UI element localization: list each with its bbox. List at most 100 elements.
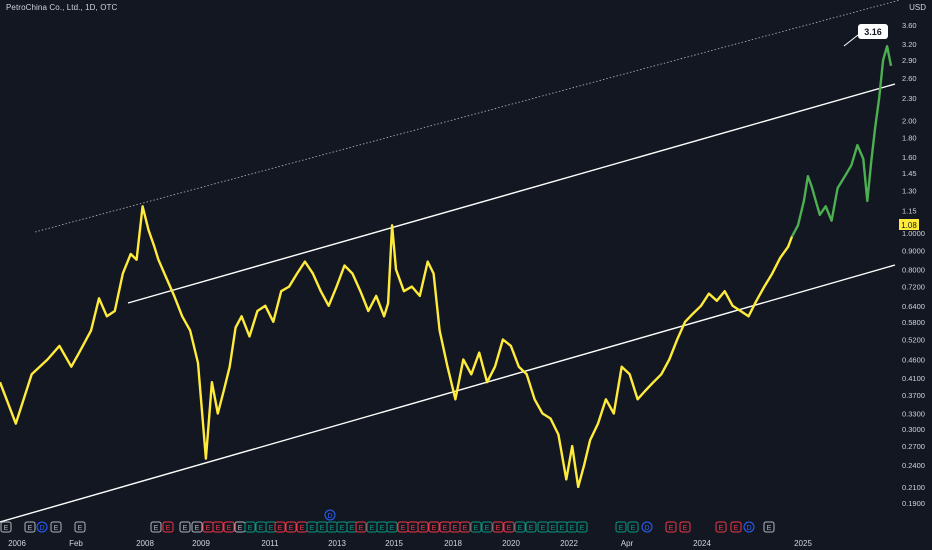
svg-text:E: E: [767, 525, 772, 532]
earnings-marker[interactable]: E: [162, 521, 174, 533]
svg-text:E: E: [154, 525, 159, 532]
earnings-marker[interactable]: E: [417, 521, 429, 533]
time-scale[interactable]: 2006 Feb 2008 2009 2011 2013 2015 2018 2020 2022 A…: [8, 539, 812, 548]
trend-channel[interactable]: [0, 0, 901, 523]
earnings-marker[interactable]: E: [376, 521, 388, 533]
price-tick-label: 1.30: [902, 187, 917, 196]
earnings-marker[interactable]: E: [503, 521, 515, 533]
earnings-marker[interactable]: E: [514, 521, 526, 533]
earnings-marker[interactable]: E: [428, 521, 440, 533]
channel-upper-dotted-line[interactable]: [34, 0, 901, 233]
svg-text:E: E: [4, 525, 9, 532]
svg-text:E: E: [390, 525, 395, 532]
dividend-marker[interactable]: D: [36, 521, 48, 533]
svg-text:E: E: [370, 525, 375, 532]
earnings-marker[interactable]: E: [0, 521, 12, 533]
earnings-marker[interactable]: E: [481, 521, 493, 533]
earnings-marker[interactable]: E: [492, 521, 504, 533]
earnings-marker[interactable]: E: [627, 521, 639, 533]
svg-text:E: E: [541, 525, 546, 532]
earnings-marker[interactable]: E: [255, 521, 267, 533]
svg-text:E: E: [206, 525, 211, 532]
series-line-0[interactable]: [0, 205, 794, 489]
last-price-callout: 3.16: [843, 24, 888, 47]
svg-text:E: E: [350, 525, 355, 532]
earnings-marker[interactable]: E: [576, 521, 588, 533]
price-scale[interactable]: 3.60 3.20 2.90 2.60 2.30 2.00 1.80 1.60 1.45 1.30…: [902, 21, 925, 508]
current-price-badge: 1.08: [899, 219, 919, 230]
earnings-marker[interactable]: E: [386, 521, 398, 533]
svg-text:E: E: [289, 525, 294, 532]
earnings-marker[interactable]: E: [265, 521, 277, 533]
earnings-marker[interactable]: E: [715, 521, 727, 533]
earnings-marker[interactable]: E: [366, 521, 378, 533]
earnings-marker[interactable]: E: [50, 521, 62, 533]
earnings-marker[interactable]: E: [296, 521, 308, 533]
earnings-marker[interactable]: E: [537, 521, 549, 533]
earnings-marker[interactable]: E: [74, 521, 86, 533]
earnings-marker[interactable]: E: [191, 521, 203, 533]
dividend-marker[interactable]: D: [324, 509, 336, 521]
dividend-marker[interactable]: D: [641, 521, 653, 533]
price-tick-label: 2.60: [902, 74, 917, 83]
price-tick-label: 3.60: [902, 21, 917, 30]
svg-text:E: E: [54, 525, 59, 532]
earnings-marker[interactable]: E: [730, 521, 742, 533]
events-row[interactable]: E E D E E E E E E E E E E E E E E E E E E EDE E E E E E E E E E E E E E E E E…: [0, 509, 775, 533]
earnings-marker[interactable]: E: [202, 521, 214, 533]
svg-text:E: E: [551, 525, 556, 532]
earnings-marker[interactable]: E: [679, 521, 691, 533]
earnings-marker[interactable]: E: [285, 521, 297, 533]
earnings-marker[interactable]: E: [665, 521, 677, 533]
earnings-marker[interactable]: E: [244, 521, 256, 533]
svg-text:E: E: [330, 525, 335, 532]
chart-title: PetroChina Co., Ltd., 1D, OTC: [6, 3, 118, 12]
earnings-marker[interactable]: E: [459, 521, 471, 533]
price-tick-label: 0.7200: [902, 283, 925, 292]
earnings-marker[interactable]: E: [407, 521, 419, 533]
earnings-marker[interactable]: E: [449, 521, 461, 533]
earnings-marker[interactable]: E: [566, 521, 578, 533]
price-tick-label: 0.9000: [902, 246, 925, 255]
price-tick-label: 0.6400: [902, 302, 925, 311]
svg-text:E: E: [300, 525, 305, 532]
time-axis-label: 2018: [444, 539, 462, 548]
earnings-marker[interactable]: E: [439, 521, 451, 533]
earnings-marker[interactable]: E: [763, 521, 775, 533]
earnings-marker[interactable]: E: [234, 521, 246, 533]
earnings-marker[interactable]: E: [223, 521, 235, 533]
svg-text:D: D: [39, 525, 44, 532]
svg-text:E: E: [443, 525, 448, 532]
dividend-marker[interactable]: D: [743, 521, 755, 533]
svg-text:D: D: [644, 525, 649, 532]
earnings-marker[interactable]: E: [306, 521, 318, 533]
earnings-marker[interactable]: E: [274, 521, 286, 533]
channel-lower-line[interactable]: [0, 264, 896, 523]
earnings-marker[interactable]: E: [470, 521, 482, 533]
price-tick-label: 3.20: [902, 40, 917, 49]
earnings-marker[interactable]: E: [525, 521, 537, 533]
earnings-marker[interactable]: E: [179, 521, 191, 533]
earnings-marker[interactable]: E: [336, 521, 348, 533]
currency-label[interactable]: USD: [909, 3, 926, 12]
earnings-marker[interactable]: E: [326, 521, 338, 533]
series-line-1[interactable]: [790, 45, 893, 238]
price-tick-label: 1.15: [902, 207, 917, 216]
price-tick-label: 0.3300: [902, 410, 925, 419]
earnings-marker[interactable]: E: [316, 521, 328, 533]
channel-middle-line[interactable]: [127, 83, 896, 304]
earnings-marker[interactable]: E: [212, 521, 224, 533]
current-price-label: 1.08: [901, 221, 917, 230]
earnings-marker[interactable]: E: [615, 521, 627, 533]
svg-text:E: E: [453, 525, 458, 532]
earnings-marker[interactable]: E: [355, 521, 367, 533]
price-tick-label: 0.1900: [902, 499, 925, 508]
earnings-marker[interactable]: E: [397, 521, 409, 533]
svg-text:E: E: [248, 525, 253, 532]
svg-text:E: E: [227, 525, 232, 532]
earnings-marker[interactable]: E: [24, 521, 36, 533]
earnings-marker[interactable]: E: [150, 521, 162, 533]
earnings-marker[interactable]: E: [556, 521, 568, 533]
price-tick-label: 0.4600: [902, 356, 925, 365]
